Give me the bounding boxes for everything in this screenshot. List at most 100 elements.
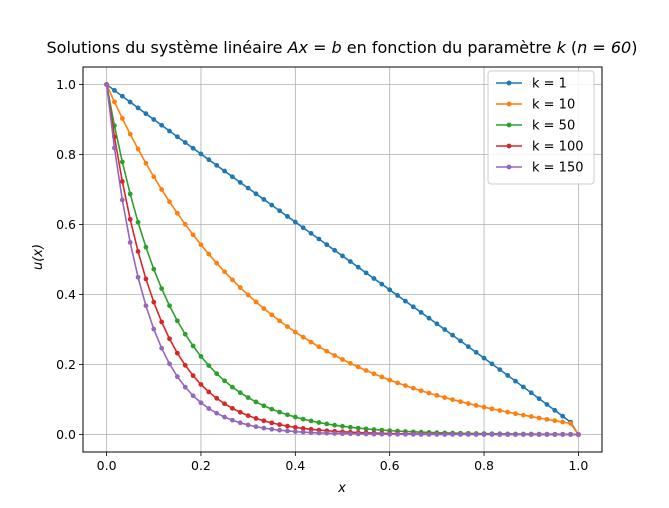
series-point	[206, 406, 212, 411]
series-point	[143, 244, 149, 250]
y-tick-label: 1.0	[56, 77, 76, 92]
series-point	[355, 264, 361, 270]
series-point	[190, 393, 196, 399]
series-point	[127, 240, 133, 245]
series-point	[237, 409, 243, 415]
series-point	[418, 310, 424, 315]
series-point	[237, 420, 243, 426]
series-point	[418, 388, 424, 394]
series-point	[285, 423, 290, 429]
legend-marker	[506, 122, 512, 128]
series-point	[379, 281, 385, 287]
x-tick-label: 0.6	[380, 458, 400, 473]
series-point	[520, 432, 526, 437]
series-point	[151, 326, 157, 332]
x-tick-label: 1.0	[568, 458, 588, 473]
series-point	[174, 210, 180, 216]
series-point	[230, 405, 235, 411]
series-point	[379, 431, 385, 437]
series-point	[544, 432, 550, 437]
series-point	[410, 304, 416, 310]
series-point	[104, 82, 109, 87]
series-point	[300, 429, 306, 435]
legend-label: k = 50	[532, 119, 575, 134]
series-point	[505, 409, 511, 415]
series-point	[363, 368, 369, 373]
series-point	[151, 117, 157, 122]
series-point	[340, 431, 345, 437]
ticks: 0.0 0.2 0.4 0.6 0.8 1.0 0.0 0.2 0.4 0.6 0.8 1.0	[56, 77, 588, 473]
series-point	[269, 406, 275, 412]
series-point	[450, 432, 455, 437]
series-point	[135, 146, 141, 152]
series-point	[245, 185, 251, 191]
series-point	[206, 157, 212, 163]
series-point	[269, 312, 275, 318]
series-point	[182, 331, 188, 337]
x-axis-label: x	[337, 481, 346, 496]
legend-entry: k = 50	[496, 119, 575, 134]
series-point	[190, 145, 196, 151]
series-point	[269, 202, 275, 208]
series-point	[230, 417, 235, 423]
y-tick-label: 0.4	[56, 287, 76, 302]
series-point	[489, 406, 495, 412]
series-point	[347, 424, 353, 430]
x-tick-label: 0.8	[474, 458, 494, 473]
series-point	[465, 432, 471, 437]
series-point	[418, 431, 424, 437]
series-point	[355, 364, 361, 370]
series-point	[552, 418, 558, 424]
series-point	[230, 174, 235, 180]
series-point	[167, 199, 172, 205]
series-point	[253, 191, 259, 197]
series-1	[104, 82, 581, 437]
series-point	[450, 332, 455, 338]
legend-label: k = 1	[532, 77, 567, 92]
series-point	[253, 424, 259, 430]
series-point	[182, 140, 188, 145]
series-point	[544, 402, 550, 407]
legend-label: k = 10	[532, 98, 575, 113]
series-point	[340, 253, 345, 259]
series-point	[434, 321, 440, 327]
series-point	[119, 116, 125, 121]
series-point	[277, 409, 282, 415]
legend-entry: k = 100	[496, 140, 584, 155]
series-point	[560, 419, 566, 425]
series-point	[206, 389, 212, 395]
series-point	[167, 361, 172, 367]
series-5	[104, 82, 581, 437]
series-point	[426, 315, 432, 321]
series-point	[206, 251, 212, 257]
series-point	[324, 430, 330, 436]
series-point	[316, 344, 322, 350]
x-tick-label: 0.4	[285, 458, 305, 473]
series-point	[576, 432, 581, 437]
series-point	[151, 266, 157, 272]
series-point	[277, 208, 282, 214]
series-point	[198, 382, 204, 387]
series-point	[167, 336, 172, 342]
series-point	[363, 426, 369, 432]
legend-box	[487, 70, 595, 185]
series-point	[332, 422, 338, 428]
series-point	[174, 318, 180, 324]
series-point	[182, 384, 188, 390]
series-point	[528, 432, 534, 437]
series-point	[198, 151, 204, 157]
series-point	[261, 197, 267, 202]
series-point	[135, 274, 141, 280]
series-point	[473, 432, 479, 437]
series-point	[261, 403, 267, 409]
series-point	[237, 390, 243, 396]
series-point	[230, 277, 235, 283]
series-point	[127, 191, 133, 197]
series-point	[308, 339, 314, 345]
series-point	[198, 242, 204, 248]
series-point	[119, 159, 125, 165]
series-point	[513, 378, 518, 384]
series-point	[505, 372, 511, 378]
series-point	[143, 111, 149, 117]
